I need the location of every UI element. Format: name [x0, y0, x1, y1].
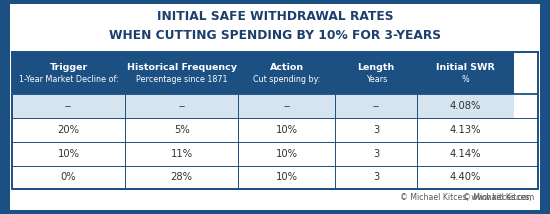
Text: 3: 3 — [373, 172, 380, 183]
Text: 11%: 11% — [170, 149, 192, 159]
Text: Cut spending by:: Cut spending by: — [253, 75, 321, 84]
Text: INITIAL SAFE WITHDRAWAL RATES: INITIAL SAFE WITHDRAWAL RATES — [157, 10, 393, 23]
Text: Percentage since 1871: Percentage since 1871 — [136, 75, 227, 84]
Text: Action: Action — [270, 63, 304, 72]
Text: 28%: 28% — [170, 172, 192, 183]
Text: Trigger: Trigger — [50, 63, 88, 72]
Text: 4.08%: 4.08% — [450, 101, 481, 111]
Text: 0%: 0% — [61, 172, 76, 183]
Text: Initial SWR: Initial SWR — [436, 63, 495, 72]
Text: --: -- — [65, 101, 72, 111]
Text: 20%: 20% — [58, 125, 80, 135]
Text: 4.13%: 4.13% — [450, 125, 481, 135]
Text: --: -- — [372, 101, 380, 111]
Text: 5%: 5% — [174, 125, 190, 135]
Text: --: -- — [283, 101, 290, 111]
Text: --: -- — [178, 101, 185, 111]
Text: Length: Length — [358, 63, 395, 72]
Text: © Michael Kitces,: © Michael Kitces, — [463, 193, 535, 202]
Text: Historical Frequency: Historical Frequency — [126, 63, 236, 72]
Text: © Michael Kitces, www.kitces.com: © Michael Kitces, www.kitces.com — [400, 193, 535, 202]
Text: Years: Years — [366, 75, 387, 84]
Text: WHEN CUTTING SPENDING BY 10% FOR 3-YEARS: WHEN CUTTING SPENDING BY 10% FOR 3-YEARS — [109, 29, 441, 42]
Text: 10%: 10% — [276, 125, 298, 135]
Text: 3: 3 — [373, 125, 380, 135]
Text: 4.14%: 4.14% — [450, 149, 481, 159]
Text: 10%: 10% — [58, 149, 80, 159]
Text: 1-Year Market Decline of:: 1-Year Market Decline of: — [19, 75, 118, 84]
Text: 10%: 10% — [276, 172, 298, 183]
Text: 3: 3 — [373, 149, 380, 159]
Text: 4.40%: 4.40% — [450, 172, 481, 183]
Text: 10%: 10% — [276, 149, 298, 159]
Text: %: % — [462, 75, 470, 84]
